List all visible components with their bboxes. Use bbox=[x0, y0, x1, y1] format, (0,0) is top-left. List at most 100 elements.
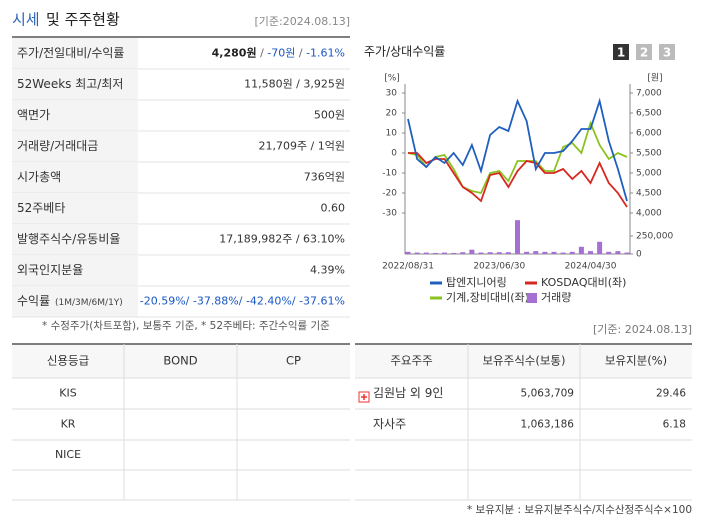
volume-bar bbox=[615, 251, 621, 254]
volume-bar bbox=[597, 241, 603, 254]
row-value: -20.59%/ -37.88%/ -42.40%/ -37.61% bbox=[140, 295, 345, 308]
volume-bar bbox=[405, 251, 411, 254]
table-header: BOND bbox=[163, 354, 197, 368]
row-label: 52주베타 bbox=[17, 201, 65, 215]
x-tick-label: 2023/06/30 bbox=[473, 262, 525, 272]
label-cell bbox=[12, 162, 138, 193]
value-part: / bbox=[257, 47, 268, 60]
legend-swatch bbox=[527, 293, 537, 303]
y2-tick-label: 6,500 bbox=[636, 109, 662, 119]
table-cell: 1,063,186 bbox=[521, 419, 575, 431]
volume-bar bbox=[414, 252, 420, 254]
volume-bar bbox=[515, 220, 520, 254]
icon-plus bbox=[361, 394, 367, 400]
row-sublabel: (1M/3M/6M/1Y) bbox=[55, 298, 123, 308]
row-label: 수익률 bbox=[17, 294, 50, 308]
value-part: -70원 bbox=[267, 47, 295, 60]
volume-bar bbox=[478, 252, 484, 254]
y-tick-label: -10 bbox=[382, 169, 397, 179]
table-cell: 자사주 bbox=[373, 417, 406, 431]
y-tick-label: 20 bbox=[386, 109, 398, 119]
volume-bar bbox=[442, 252, 447, 254]
y-tick-label: -20 bbox=[382, 189, 397, 199]
row-label: 액면가 bbox=[17, 108, 50, 122]
y3-tick-label: 250,000 bbox=[636, 232, 673, 242]
table-cell: 김원남 외 9인 bbox=[373, 386, 443, 400]
tab-label[interactable]: 3 bbox=[663, 46, 671, 60]
table-cell: 29.46 bbox=[656, 388, 686, 400]
row-value: 736억원 bbox=[304, 171, 345, 184]
y2-tick-label: 6,000 bbox=[636, 129, 662, 139]
y-tick-label: 10 bbox=[386, 129, 398, 139]
value-part: -20.59%/ -37.88%/ -42.40%/ -37.61% bbox=[140, 295, 345, 308]
table-cell: KIS bbox=[59, 387, 76, 400]
summary-note: * 수정주가(차트포함), 보통주 기준, * 52주베타: 주간수익률 기준 bbox=[42, 320, 330, 332]
row-value: 21,709주 / 1억원 bbox=[258, 140, 345, 153]
tab-label[interactable]: 2 bbox=[640, 46, 648, 60]
legend-label: KOSDAQ대비(좌) bbox=[541, 276, 626, 289]
legend-label: 기계,장비대비(좌) bbox=[446, 291, 529, 304]
volume-bar bbox=[551, 251, 557, 254]
x-tick-label: 2024/04/30 bbox=[565, 262, 617, 272]
label-cell bbox=[12, 38, 138, 69]
table-cell: NICE bbox=[55, 448, 81, 461]
legend-label: 거래량 bbox=[541, 291, 571, 304]
tab-button[interactable] bbox=[613, 44, 629, 60]
row-value: 0.60 bbox=[321, 202, 346, 215]
volume-bar bbox=[569, 251, 575, 254]
label-cell bbox=[12, 224, 138, 255]
label-cell bbox=[12, 100, 138, 131]
table-cell: 5,063,709 bbox=[521, 388, 574, 400]
volume-bar bbox=[588, 251, 593, 254]
row-label: 시가총액 bbox=[17, 170, 61, 184]
row-value: 500원 bbox=[314, 109, 345, 122]
volume-bar bbox=[524, 251, 530, 254]
panel-title: 주가/상대수익률 bbox=[364, 45, 445, 59]
y-tick-label: 30 bbox=[386, 89, 398, 99]
y2-tick-label: 4,000 bbox=[636, 209, 662, 219]
y2-tick-label: 5,000 bbox=[636, 169, 662, 179]
value-part: / bbox=[295, 47, 306, 60]
y3-tick-label: 0 bbox=[636, 250, 642, 260]
value-part: -1.61% bbox=[306, 47, 345, 60]
row-value: 4,280원 / -70원 / -1.61% bbox=[212, 46, 345, 60]
x-tick-label: 2022/08/31 bbox=[382, 262, 434, 272]
volume-bar bbox=[496, 252, 502, 254]
volume-bar bbox=[624, 252, 630, 254]
label-cell bbox=[12, 193, 138, 224]
holders-note: * 보유지분 : 보유지분주식수/지수산정주식수×100 bbox=[467, 504, 692, 516]
header-row bbox=[355, 344, 692, 378]
tab-button[interactable] bbox=[659, 44, 675, 60]
row-label: 외국인지분율 bbox=[17, 263, 83, 277]
table-cell: 6.18 bbox=[663, 419, 686, 431]
table-header: 보유지분(%) bbox=[605, 354, 667, 368]
row-label: 주가/전일대비/수익률 bbox=[17, 46, 124, 60]
row-value: 4.39% bbox=[310, 264, 345, 277]
tab-button[interactable] bbox=[636, 44, 652, 60]
tab-label[interactable]: 1 bbox=[617, 46, 625, 60]
volume-bar bbox=[560, 252, 566, 254]
series-line bbox=[408, 152, 628, 208]
table-cell: KR bbox=[61, 418, 76, 431]
table-header: 보유주식수(보통) bbox=[482, 354, 565, 368]
volume-bar bbox=[606, 251, 612, 254]
label-cell bbox=[12, 286, 138, 317]
label-cell bbox=[12, 255, 138, 286]
volume-bar bbox=[533, 251, 539, 254]
label-cell bbox=[12, 69, 138, 100]
volume-bar bbox=[487, 252, 493, 254]
y2-tick-label: 4,500 bbox=[636, 189, 662, 199]
y-tick-label: -30 bbox=[382, 209, 397, 219]
header-row bbox=[12, 344, 350, 378]
volume-bar bbox=[432, 252, 438, 254]
y2-axis-unit: [원] bbox=[647, 73, 662, 84]
row-label: 거래량/거래대금 bbox=[17, 139, 98, 153]
table-header: 주요주주 bbox=[390, 354, 432, 368]
volume-bar bbox=[469, 249, 475, 254]
label-cell bbox=[12, 131, 138, 162]
volume-bar bbox=[423, 252, 429, 254]
y-axis-unit: [%] bbox=[384, 74, 400, 84]
row-value: 17,189,982주 / 63.10% bbox=[219, 233, 345, 246]
row-label: 발행주식수/유동비율 bbox=[17, 231, 120, 246]
